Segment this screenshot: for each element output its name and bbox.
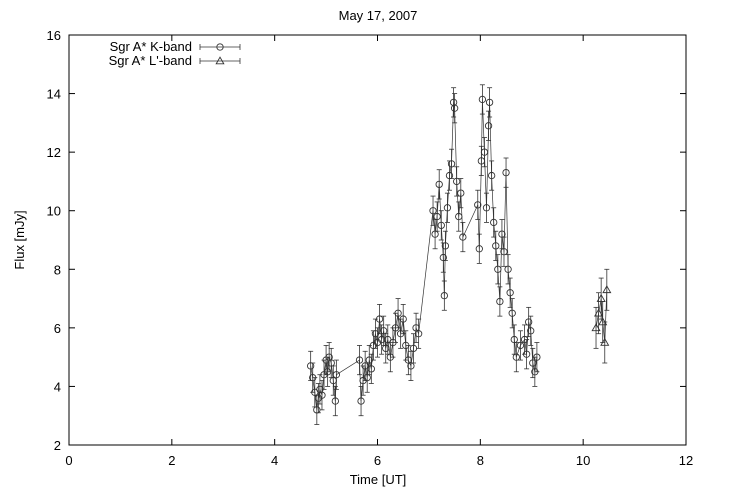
data-point: [602, 285, 612, 294]
x-tick-label: 2: [168, 453, 175, 468]
data-point: [529, 359, 537, 367]
y-tick-label: 8: [54, 262, 61, 277]
data-point: [496, 297, 504, 306]
data-point: [375, 315, 384, 323]
data-point: [355, 356, 364, 364]
series-l-band: [591, 268, 612, 364]
x-tick-label: 0: [65, 453, 72, 468]
data-point: [475, 245, 483, 253]
y-tick-label: 2: [54, 438, 61, 453]
series-k-band: [307, 84, 541, 425]
data-point: [598, 317, 608, 326]
data-point: [399, 315, 407, 323]
data-point: [594, 308, 604, 317]
data-point: [457, 189, 465, 197]
data-point: [447, 160, 456, 168]
y-axis-label: Flux [mJy]: [12, 210, 27, 269]
legend-marker-triangle-icon: [215, 56, 225, 65]
data-point: [453, 177, 461, 186]
data-point: [459, 233, 467, 241]
data-point: [437, 221, 445, 230]
data-point: [502, 168, 510, 177]
x-tick-label: 10: [576, 453, 590, 468]
y-tick-label: 4: [54, 379, 61, 394]
data-point: [522, 350, 531, 358]
data-point: [484, 122, 493, 130]
x-tick-label: 8: [477, 453, 484, 468]
data-point: [382, 344, 390, 353]
data-point: [441, 242, 450, 250]
data-series: [307, 84, 612, 425]
data-point: [527, 327, 535, 335]
data-point: [487, 171, 496, 180]
legend-label: Sgr A* K-band: [110, 39, 192, 54]
x-axis-label: Time [UT]: [350, 472, 407, 487]
data-point: [478, 95, 487, 104]
x-tick-label: 4: [271, 453, 278, 468]
plot-frame: [68, 34, 687, 446]
data-point: [394, 309, 402, 317]
data-point: [600, 337, 610, 346]
chart-title: May 17, 2007: [339, 8, 418, 23]
data-point: [490, 218, 498, 227]
x-tick-label: 6: [374, 453, 381, 468]
data-point: [504, 265, 512, 273]
data-point: [506, 289, 514, 297]
data-point: [331, 397, 339, 405]
y-tick-label: 14: [47, 87, 61, 102]
data-point: [318, 391, 326, 399]
data-point: [433, 212, 441, 221]
data-point: [435, 180, 443, 189]
y-tick-label: 16: [47, 28, 61, 43]
data-point: [367, 365, 375, 373]
data-point: [332, 371, 341, 379]
data-point: [482, 204, 491, 212]
data-point: [474, 201, 482, 209]
y-tick-label: 6: [54, 321, 61, 336]
data-point: [455, 212, 463, 221]
legend-marker-circle-icon: [216, 43, 224, 51]
data-point: [440, 291, 448, 300]
data-point: [357, 397, 365, 405]
data-point: [508, 309, 516, 317]
data-point: [429, 207, 437, 215]
legend-label: Sgr A* L'-band: [109, 53, 192, 68]
data-point: [404, 356, 412, 364]
data-point: [492, 242, 500, 250]
data-point: [485, 98, 494, 107]
data-point: [500, 248, 508, 256]
data-point: [512, 353, 520, 361]
series-line: [310, 99, 538, 410]
data-point: [443, 204, 452, 212]
data-point: [414, 330, 423, 338]
data-point: [494, 265, 502, 273]
data-point: [591, 323, 601, 332]
y-tick-label: 12: [47, 145, 61, 160]
data-point: [533, 353, 541, 361]
data-point: [516, 341, 525, 350]
data-point: [412, 324, 420, 332]
x-tick-label: 12: [679, 453, 693, 468]
y-tick-label: 10: [47, 204, 61, 219]
data-point: [525, 318, 533, 326]
data-point: [407, 362, 415, 370]
data-point: [450, 104, 459, 112]
data-point: [480, 148, 489, 156]
